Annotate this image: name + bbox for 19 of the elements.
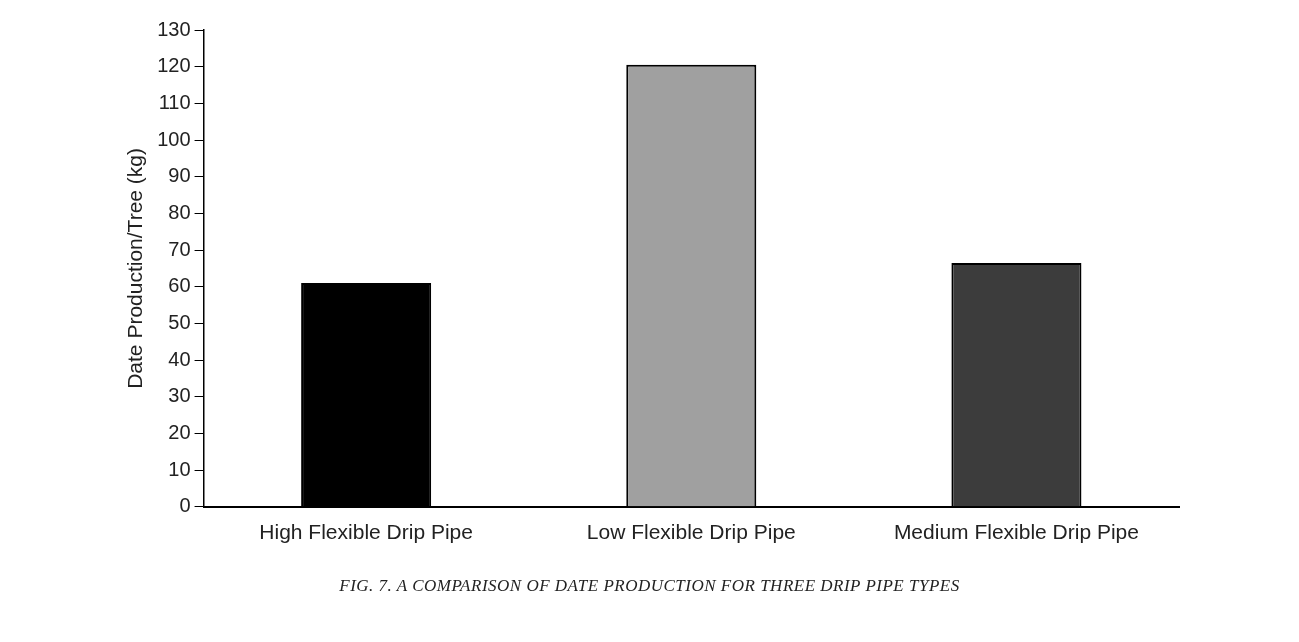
y-tick-label: 50: [168, 310, 191, 333]
y-tick-label: 100: [157, 127, 191, 150]
y-tick-label: 120: [157, 54, 191, 77]
y-tick-label: 30: [168, 384, 191, 407]
y-axis-title: Date Production/Tree (kg): [123, 147, 147, 389]
y-tick-label: 130: [157, 17, 191, 40]
y-tick-label: 70: [168, 237, 191, 260]
y-tick-label: 60: [168, 274, 191, 297]
y-tick-label: 90: [168, 164, 191, 187]
x-tick-label: High Flexible Drip Pipe: [259, 520, 473, 544]
y-tick-label: 110: [158, 90, 191, 113]
y-tick-label: 80: [168, 200, 191, 223]
y-tick-label: 20: [168, 420, 191, 443]
x-tick-label: Medium Flexible Drip Pipe: [893, 520, 1139, 544]
y-tick-label: 0: [179, 494, 191, 517]
caption: FIG. 7. A COMPARISON OF DATE PRODUCTION FOR THREE DRIP PIPE TYPES: [338, 576, 961, 596]
x-tick-label: Low Flexible Drip Pipe: [586, 520, 796, 544]
y-tick-label: 40: [168, 347, 191, 370]
y-tick-label: 10: [168, 457, 191, 480]
